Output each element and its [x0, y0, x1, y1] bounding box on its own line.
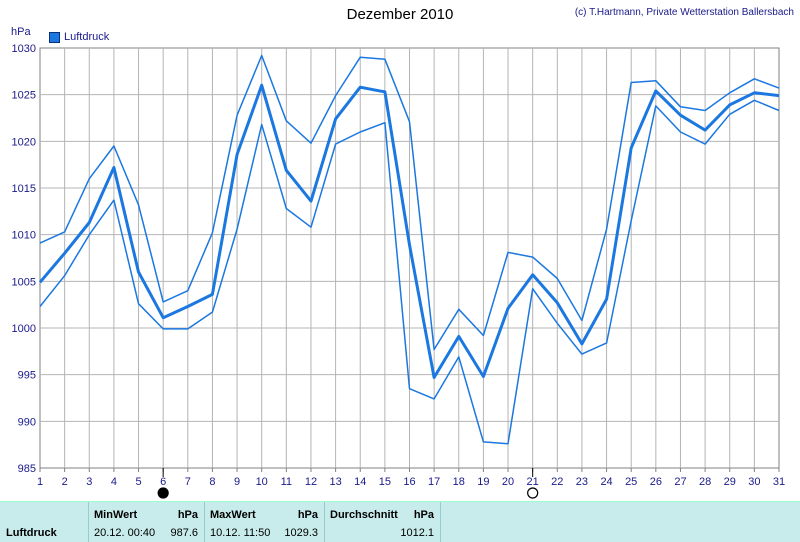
max-header: MaxWert: [210, 509, 256, 521]
y-tick-label: 985: [18, 463, 36, 475]
chart-title: Dezember 2010: [346, 6, 454, 23]
x-tick-label: 18: [453, 476, 465, 488]
legend-label: Luftdruck: [64, 31, 110, 43]
y-tick-label: 1005: [12, 276, 36, 288]
x-tick-label: 29: [724, 476, 736, 488]
avg-unit: hPa: [413, 509, 434, 521]
stats-row-label-cell: Luftdruck: [0, 502, 89, 542]
min-value: 987.6: [170, 527, 198, 539]
min-unit: hPa: [177, 509, 198, 521]
max-value-cell: MaxWert hPa 10.12. 11:50 1029.3: [204, 502, 325, 542]
series-line-avg: [38, 83, 780, 379]
x-tick-label: 4: [111, 476, 117, 488]
x-tick-label: 5: [135, 476, 141, 488]
x-tick-label: 3: [86, 476, 92, 488]
x-tick-label: 7: [185, 476, 191, 488]
x-tick-label: 6: [160, 476, 166, 488]
x-tick-label: 31: [773, 476, 785, 488]
x-tick-label: 20: [502, 476, 514, 488]
full-moon-icon: [157, 487, 169, 499]
min-time: 20.12. 00:40: [94, 527, 156, 539]
x-tick-label: 23: [576, 476, 588, 488]
x-tick-label: 16: [403, 476, 415, 488]
x-tick-label: 13: [329, 476, 341, 488]
max-time: 10.12. 11:50: [210, 527, 271, 539]
x-tick-label: 21: [527, 476, 539, 488]
avg-value-cell: Durchschnitt hPa 1012.1: [324, 502, 441, 542]
avg-value: 1012.1: [400, 527, 434, 539]
statistics-bar: Luftdruck MinWert hPa 20.12. 00:40 987.6…: [0, 501, 800, 542]
x-tick-label: 15: [379, 476, 391, 488]
x-tick-label: 2: [62, 476, 68, 488]
y-tick-label: 990: [18, 416, 36, 428]
y-tick-label: 1020: [12, 136, 36, 148]
legend-swatch: [49, 31, 60, 43]
max-unit: hPa: [297, 509, 318, 521]
y-tick-label: 995: [18, 370, 36, 382]
x-tick-label: 17: [428, 476, 440, 488]
stats-row-label: Luftdruck: [6, 527, 57, 539]
y-tick-label: 1000: [12, 323, 36, 335]
x-tick-label: 10: [256, 476, 268, 488]
copyright-text: (c) T.Hartmann, Private Wetterstation Ba…: [574, 7, 794, 18]
pressure-chart: 1 2 3 4 5 6 7 8 9 10 11 12 13 14 15 16 17 18 19 20 21 22 23 24 2…: [12, 43, 785, 499]
x-tick-label: 30: [748, 476, 760, 488]
y-tick-label: 1015: [12, 183, 36, 195]
x-tick-label: 25: [625, 476, 637, 488]
x-tick-label: 19: [477, 476, 489, 488]
x-tick-label: 24: [600, 476, 612, 488]
y-tick-label: 1030: [12, 43, 36, 55]
series-line-min: [39, 99, 780, 445]
x-tick-label: 8: [209, 476, 215, 488]
legend: Luftdruck: [49, 31, 109, 43]
x-tick-label: 22: [551, 476, 563, 488]
x-tick-label: 12: [305, 476, 317, 488]
x-tick-label: 14: [354, 476, 366, 488]
new-moon-icon: [527, 487, 539, 499]
x-tick-label: 1: [37, 476, 43, 488]
max-value: 1029.3: [284, 527, 318, 539]
x-tick-label: 26: [650, 476, 662, 488]
series-line-max: [39, 54, 780, 351]
avg-header: Durchschnitt: [330, 509, 398, 521]
min-header: MinWert: [94, 509, 138, 521]
y-tick-label: 1010: [12, 230, 36, 242]
x-tick-label: 27: [674, 476, 686, 488]
y-axis-unit: hPa: [11, 26, 31, 38]
x-tick-label: 9: [234, 476, 240, 488]
y-tick-label: 1025: [12, 90, 36, 102]
min-value-cell: MinWert hPa 20.12. 00:40 987.6: [88, 502, 205, 542]
x-tick-label: 11: [281, 476, 292, 488]
x-tick-label: 28: [699, 476, 711, 488]
